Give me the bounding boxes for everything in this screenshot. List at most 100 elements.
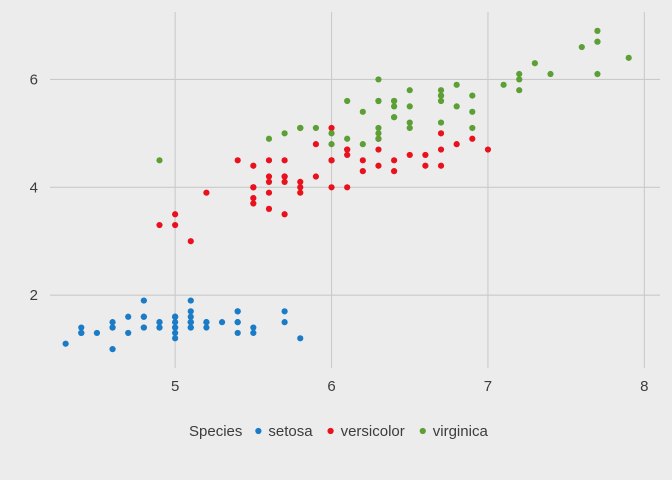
data-point xyxy=(250,329,257,337)
data-point xyxy=(281,157,288,164)
data-point xyxy=(406,87,413,94)
data-point xyxy=(328,124,335,132)
data-point xyxy=(516,87,523,94)
legend-label-setosa: setosa xyxy=(268,423,313,440)
data-point xyxy=(344,146,351,153)
x-tick-label: 5 xyxy=(171,378,179,395)
data-point xyxy=(203,319,210,326)
x-tick-label: 8 xyxy=(640,378,648,395)
data-point xyxy=(297,178,304,186)
data-point xyxy=(172,324,179,331)
data-point xyxy=(156,157,163,164)
x-tick-labels: 5 6 7 8 xyxy=(171,378,649,395)
data-point xyxy=(312,173,319,180)
data-point xyxy=(344,97,351,105)
data-point xyxy=(281,178,288,186)
data-point xyxy=(281,211,288,218)
data-point xyxy=(78,324,85,331)
data-point xyxy=(437,92,445,99)
data-point xyxy=(328,184,335,191)
data-point xyxy=(406,151,413,159)
data-point xyxy=(187,308,194,315)
data-point xyxy=(547,70,554,78)
data-point xyxy=(359,157,366,164)
y-tick-label: 4 xyxy=(30,179,38,196)
data-point xyxy=(375,162,382,169)
data-point xyxy=(156,221,163,229)
data-point xyxy=(484,146,492,153)
data-point xyxy=(281,308,288,315)
series-virginica xyxy=(156,27,632,164)
data-point xyxy=(156,319,163,326)
data-point xyxy=(172,313,179,320)
data-point xyxy=(328,141,335,148)
data-point xyxy=(265,178,273,186)
data-point xyxy=(265,173,273,180)
data-point xyxy=(391,168,398,175)
data-point xyxy=(187,297,194,304)
data-point xyxy=(265,205,273,212)
data-point xyxy=(469,108,476,115)
data-point xyxy=(281,173,288,180)
data-point xyxy=(406,119,413,126)
data-point xyxy=(359,141,366,148)
data-point xyxy=(250,200,257,207)
y-tick-label: 6 xyxy=(30,71,38,88)
data-point xyxy=(391,114,398,121)
data-point xyxy=(516,70,523,78)
data-point xyxy=(422,151,429,159)
data-point xyxy=(265,135,273,142)
data-point xyxy=(375,135,382,142)
data-point xyxy=(172,211,179,218)
data-point xyxy=(234,308,241,315)
data-point xyxy=(391,97,398,105)
data-point xyxy=(453,103,460,110)
data-point xyxy=(422,162,429,169)
data-point xyxy=(359,168,366,175)
legend-key-versicolor xyxy=(327,427,334,435)
data-point xyxy=(62,340,69,347)
data-point xyxy=(140,313,147,320)
data-point xyxy=(469,92,476,99)
data-point xyxy=(437,146,445,153)
data-point xyxy=(234,319,241,326)
data-point xyxy=(375,124,382,132)
data-point xyxy=(203,189,210,196)
data-point xyxy=(172,335,179,342)
data-point xyxy=(391,103,398,110)
data-point xyxy=(250,194,257,202)
data-point xyxy=(344,184,351,191)
data-point xyxy=(578,43,585,51)
data-point xyxy=(625,54,632,61)
data-point xyxy=(406,124,413,132)
data-point xyxy=(328,157,335,164)
data-points xyxy=(62,27,632,353)
data-point xyxy=(437,87,445,94)
data-point xyxy=(359,108,366,115)
data-point xyxy=(453,141,460,148)
data-point xyxy=(531,60,538,67)
data-point xyxy=(109,319,116,326)
data-point xyxy=(375,146,382,153)
data-point xyxy=(250,162,257,169)
data-point xyxy=(172,221,179,229)
data-point xyxy=(469,124,476,132)
data-point xyxy=(297,184,304,191)
data-point xyxy=(391,157,398,164)
data-point xyxy=(344,135,351,142)
data-point xyxy=(312,124,319,132)
data-point xyxy=(312,141,319,148)
data-point xyxy=(516,76,523,83)
data-point xyxy=(203,324,210,331)
data-point xyxy=(140,297,147,304)
data-point xyxy=(265,189,273,196)
data-point xyxy=(297,124,304,132)
data-point xyxy=(156,324,163,331)
data-point xyxy=(375,76,382,83)
data-point xyxy=(125,329,132,337)
data-point xyxy=(375,97,382,105)
data-point xyxy=(375,130,382,137)
data-point xyxy=(172,329,179,337)
data-point xyxy=(437,130,445,137)
